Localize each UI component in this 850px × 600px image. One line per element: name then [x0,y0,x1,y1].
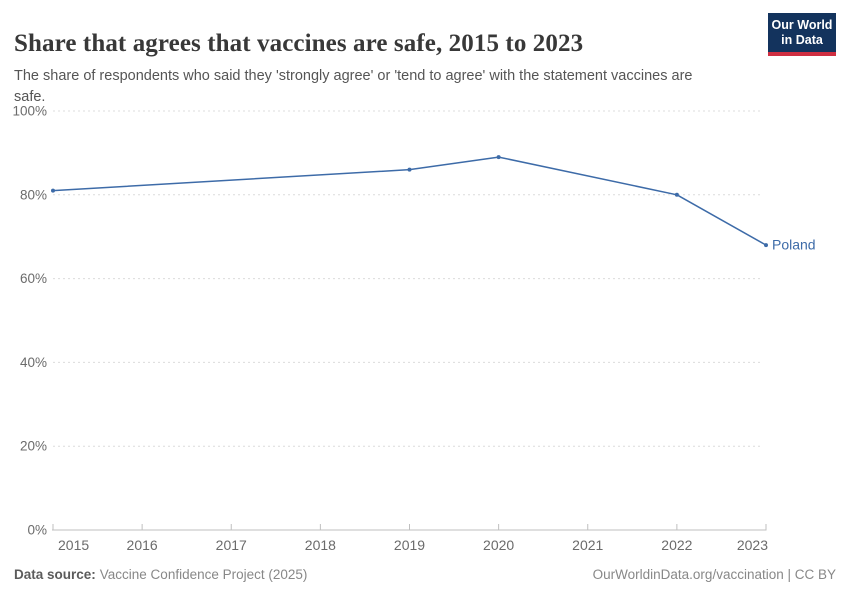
x-axis-tick-label: 2018 [305,537,336,553]
owid-logo[interactable]: Our World in Data [768,13,836,56]
x-axis-tick-label: 2015 [58,537,89,553]
y-axis-tick-label: 80% [20,187,47,202]
chart-footer: Data source: Vaccine Confidence Project (… [14,567,836,582]
data-point [407,167,412,172]
y-axis-tick-label: 0% [27,523,47,538]
y-axis-tick-label: 60% [20,271,47,286]
series-entity-label[interactable]: Poland [772,237,816,253]
x-axis-tick-label: 2017 [216,537,247,553]
x-axis-tick-label: 2016 [127,537,158,553]
data-source-text[interactable]: Vaccine Confidence Project (2025) [99,567,308,582]
x-axis-tick-label: 2022 [661,537,692,553]
data-point [674,192,679,197]
x-axis-tick-label: 2021 [572,537,603,553]
owid-logo-line2: in Data [781,33,823,48]
chart-subtitle: The share of respondents who said they '… [14,67,693,106]
y-axis-tick-label: 40% [20,355,47,370]
data-point [51,188,55,193]
x-axis-tick-label: 2023 [737,537,768,553]
x-axis-tick-label: 2019 [394,537,425,553]
owid-link[interactable]: OurWorldinData.org/vaccination | CC BY [592,567,836,582]
x-axis-tick-label: 2020 [483,537,514,553]
data-source-label: Data source: [14,567,96,582]
data-source: Data source: Vaccine Confidence Project (… [14,567,307,582]
chart-canvas: 0% 20% 40% 60% 80% 100% 2015 2016 2017 2018 2019 20… [12,104,816,554]
y-axis-tick-label: 100% [12,104,47,119]
data-point [764,243,768,248]
owid-logo-line1: Our World [771,18,833,32]
data-point [496,155,501,160]
chart-title: Share that agrees that vaccines are safe… [14,29,584,57]
y-axis-tick-label: 20% [20,439,47,454]
